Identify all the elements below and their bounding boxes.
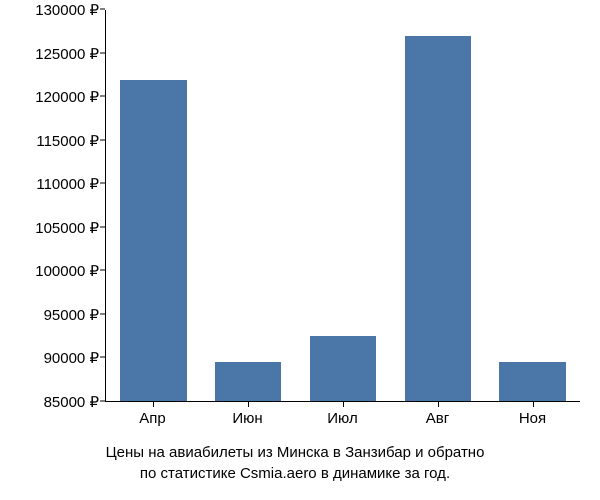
y-tick-label: 90000 ₽ — [44, 349, 99, 367]
bar — [499, 362, 565, 401]
x-tick-label: Ноя — [485, 402, 580, 434]
chart-area: 85000 ₽90000 ₽95000 ₽100000 ₽105000 ₽110… — [10, 10, 580, 402]
bar — [120, 80, 186, 401]
x-axis: АпрИюнИюлАвгНоя — [105, 402, 580, 434]
x-tick-label: Июн — [200, 402, 295, 434]
y-tick-label: 110000 ₽ — [36, 175, 99, 193]
y-tick-label: 100000 ₽ — [35, 262, 99, 280]
x-tick-mark — [248, 402, 249, 407]
y-tick-label: 95000 ₽ — [44, 306, 99, 324]
x-tick-label: Апр — [105, 402, 200, 434]
x-tick-mark — [343, 402, 344, 407]
caption-line-1: Цены на авиабилеты из Минска в Занзибар … — [106, 444, 485, 461]
y-tick-label: 115000 ₽ — [36, 132, 99, 150]
bar — [405, 36, 471, 401]
y-tick-label: 85000 ₽ — [44, 393, 99, 411]
caption-line-2: по статистике Csmia.aero в динамике за г… — [140, 465, 450, 482]
y-tick-label: 130000 ₽ — [35, 1, 99, 19]
y-axis: 85000 ₽90000 ₽95000 ₽100000 ₽105000 ₽110… — [10, 10, 105, 402]
x-tick-mark — [438, 402, 439, 407]
bar — [215, 362, 281, 401]
y-tick-label: 125000 ₽ — [35, 45, 99, 63]
x-tick-label: Авг — [390, 402, 485, 434]
y-tick-label: 105000 ₽ — [35, 219, 99, 237]
y-tick-label: 120000 ₽ — [35, 88, 99, 106]
plot-area — [105, 10, 580, 402]
bar — [310, 336, 376, 401]
x-tick-mark — [153, 402, 154, 407]
chart-caption: Цены на авиабилеты из Минска в Занзибар … — [10, 434, 580, 490]
x-tick-mark — [533, 402, 534, 407]
x-tick-label: Июл — [295, 402, 390, 434]
